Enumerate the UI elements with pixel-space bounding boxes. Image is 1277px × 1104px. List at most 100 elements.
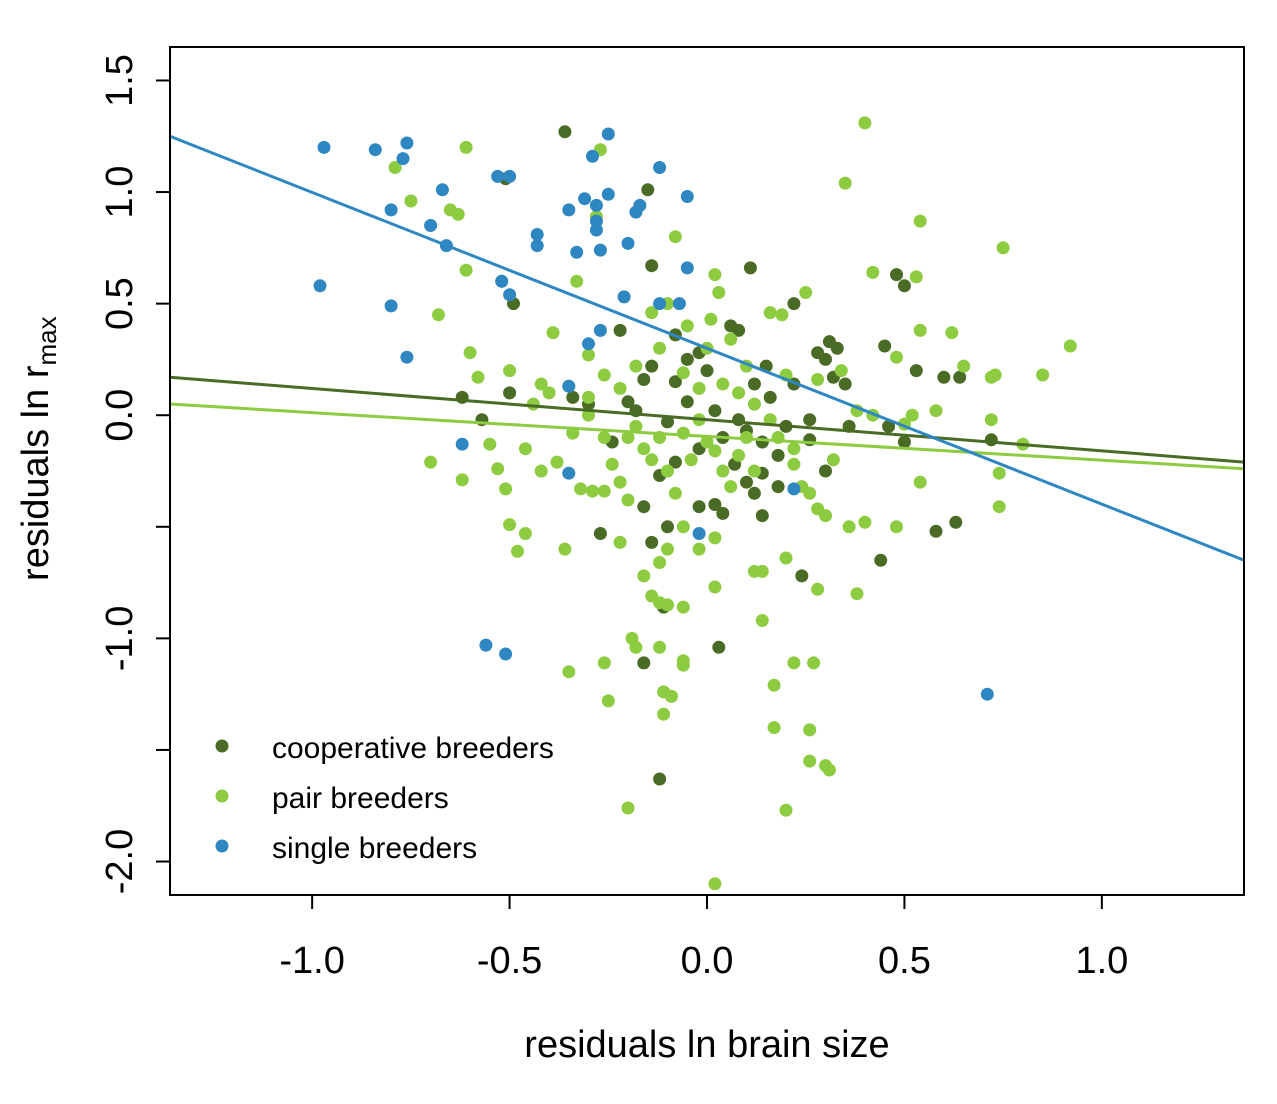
pair-breeders-point: [732, 448, 746, 462]
single-breeders-point: [582, 337, 595, 351]
pair-breeders-point: [957, 359, 971, 373]
cooperative-breeders-point: [830, 341, 844, 355]
pair-breeders-point: [668, 230, 682, 244]
pair-breeders-point: [491, 462, 505, 476]
y-tick-label: 1.5: [99, 54, 141, 107]
pair-breeders-point: [945, 326, 959, 340]
pair-breeders-point: [483, 437, 497, 451]
pair-breeders-point: [913, 214, 927, 228]
pair-breeders-point: [388, 161, 402, 174]
pair-breeders-point: [787, 442, 801, 456]
cooperative-breeders-point: [637, 500, 651, 514]
cooperative-breeders-point: [755, 509, 769, 523]
cooperative-breeders-point: [661, 415, 674, 429]
single-breeders-point: [455, 437, 469, 451]
pair-breeders-point: [984, 413, 998, 427]
pair-breeders-point: [763, 306, 777, 320]
pair-breeders-point: [858, 515, 872, 529]
pair-breeders-point: [574, 482, 588, 496]
cooperative-breeders-point: [692, 500, 706, 514]
cooperative-breeders-point: [668, 375, 682, 389]
cooperative-breeders-point: [771, 480, 785, 494]
single-breeders-point: [562, 379, 576, 393]
single-breeders-point: [400, 136, 414, 150]
single-breeders-point: [586, 149, 599, 163]
cooperative-breeders-point: [680, 395, 694, 409]
pair-breeders-point: [767, 678, 781, 692]
pair-breeders-point: [653, 556, 667, 569]
pair-breeders-point: [803, 486, 817, 500]
cooperative-breeders-point: [949, 515, 963, 529]
cooperative-breeders-point: [909, 364, 923, 378]
cooperative-breeders-point: [680, 352, 694, 366]
pair-breeders-point: [503, 518, 517, 532]
single-breeders-point: [653, 297, 667, 311]
pair-breeders-point: [712, 286, 726, 299]
pair-breeders-point: [913, 475, 927, 489]
pair-breeders-point: [779, 803, 793, 817]
single-breeders-point: [479, 638, 493, 652]
pair-breeders-point: [838, 176, 852, 190]
cooperative-breeders-point: [838, 377, 852, 391]
single-breeders-point: [570, 245, 584, 259]
pair-breeders-point: [676, 426, 690, 440]
y-tick-label: -1.0: [99, 606, 141, 671]
y-axis-title: residuals ln rmax: [15, 316, 62, 581]
y-tick-label: 0.5: [99, 277, 141, 330]
single-breeders-point: [589, 198, 603, 212]
pair-breeders-point: [905, 408, 919, 422]
pair-breeders-point: [542, 386, 556, 400]
pair-breeders-point: [676, 366, 690, 380]
pair-breeders-point: [929, 404, 943, 418]
pair-breeders-point: [775, 308, 789, 322]
cooperative-breeders-point: [641, 183, 655, 197]
pair-breeders-point: [597, 368, 611, 382]
cooperative-breeders-point: [700, 364, 714, 378]
cooperative-breeders-legend-marker: [215, 739, 229, 753]
x-tick-label: 0.0: [681, 940, 734, 982]
pair-breeders-point: [676, 600, 690, 614]
pair-breeders-point: [668, 486, 682, 500]
pair-breeders-point: [629, 419, 643, 433]
single-breeders-point: [593, 243, 607, 257]
single-breeders-point: [680, 190, 694, 203]
pair-breeders-point: [803, 723, 817, 737]
pair-breeders-point: [811, 582, 825, 596]
single-breeders-point: [562, 466, 576, 480]
pair-breeders-point: [747, 464, 761, 478]
pair-breeders-point: [724, 480, 738, 494]
pair-breeders-point: [601, 694, 615, 708]
single-breeders-point: [589, 214, 603, 228]
pair-breeders-point: [645, 453, 659, 467]
pair-breeders-point: [834, 364, 848, 378]
pair-breeders-point: [708, 444, 722, 458]
pair-breeders-point: [653, 640, 667, 654]
pair-breeders-point: [1063, 339, 1077, 353]
pair-breeders-point: [451, 207, 465, 221]
cooperative-breeders-point: [712, 640, 726, 654]
cooperative-breeders-point: [593, 527, 607, 540]
x-tick-label: -1.0: [279, 940, 344, 982]
cooperative-breeders-point: [558, 125, 572, 139]
single-breeders-point: [495, 274, 509, 288]
pair-breeders-point: [459, 263, 473, 277]
pair-breeders-point: [558, 542, 572, 556]
pair-breeders-point: [708, 877, 722, 891]
single-breeders-point: [653, 161, 667, 174]
points-layer: [313, 116, 1077, 891]
single-breeders-point: [317, 140, 331, 154]
pair-breeders-point: [822, 763, 836, 777]
single-breeders-point: [621, 236, 635, 250]
pair-breeders-point: [518, 442, 532, 456]
cooperative-breeders-point: [743, 261, 757, 275]
pair-breeders-point: [724, 332, 738, 346]
pair-breeders-point: [645, 306, 659, 320]
pair-breeders-point: [680, 319, 694, 333]
single-breeders-point: [680, 261, 694, 275]
single-breeders-point: [396, 152, 410, 166]
pair-breeders-point: [459, 140, 473, 154]
cooperative-breeders-point: [897, 435, 911, 449]
pair-breeders-point: [996, 241, 1010, 255]
pair-breeders-point: [716, 377, 730, 391]
